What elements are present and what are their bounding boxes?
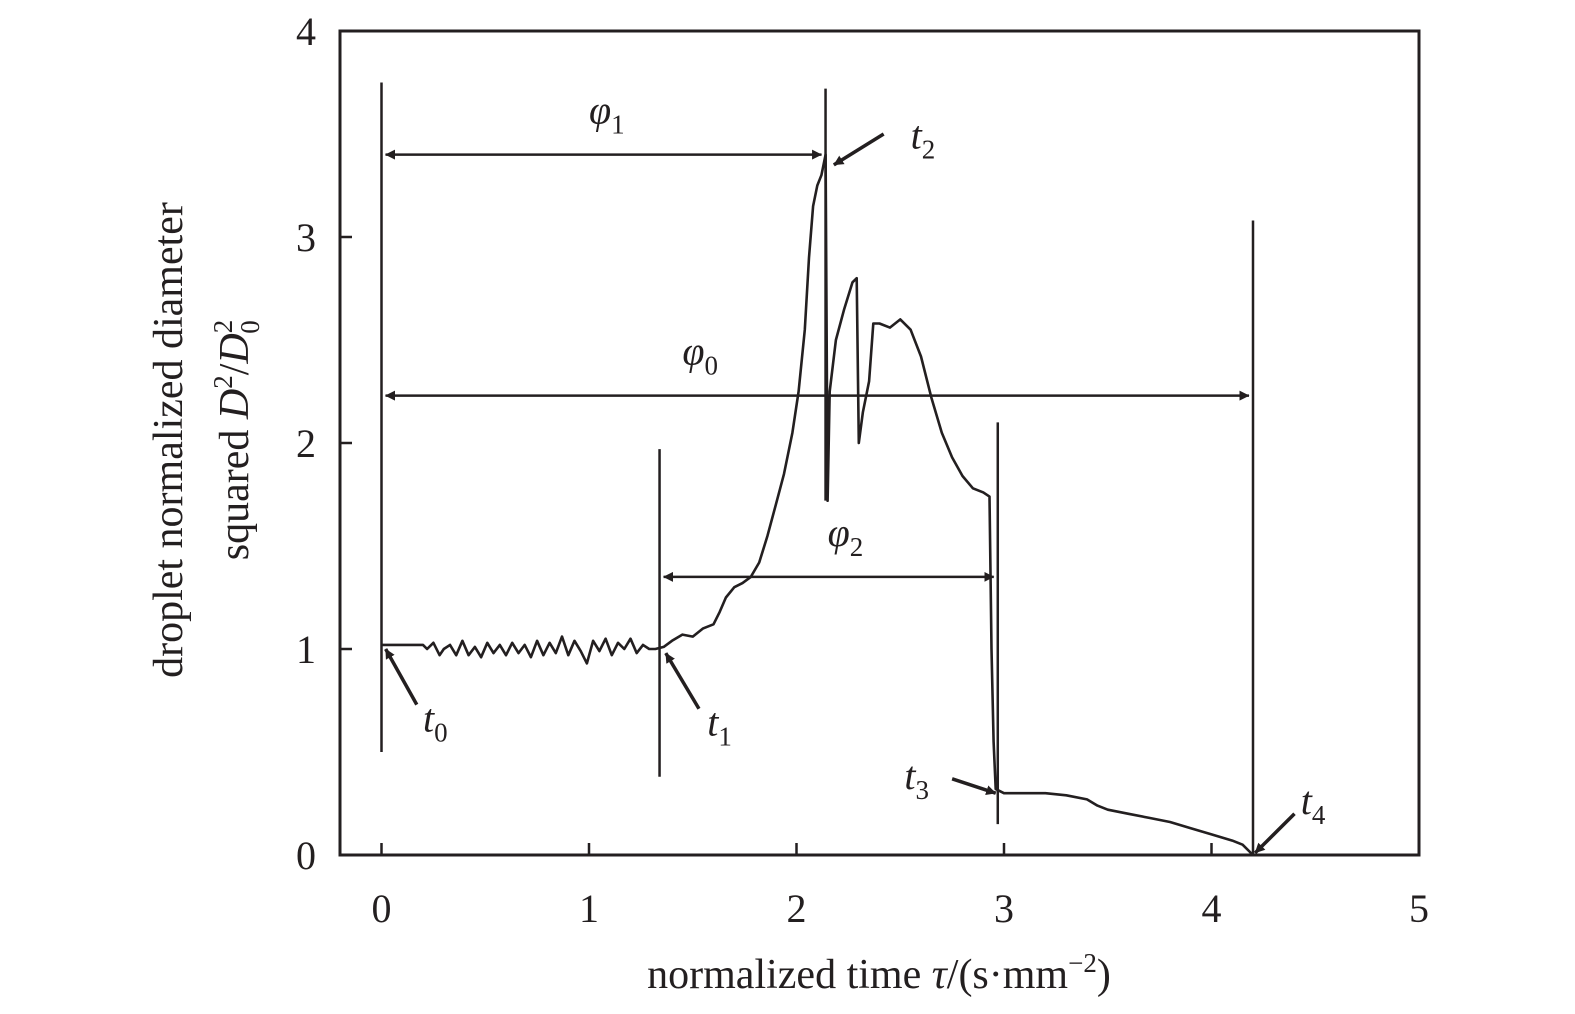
vertical-markers	[380, 82, 1255, 855]
point-label: t2	[911, 112, 936, 164]
point-label: t0	[423, 695, 448, 747]
x-axis-label: normalized time τ/(s·mm−2)	[647, 948, 1111, 998]
x-tick-label: 2	[787, 886, 807, 931]
y-tick-label: 0	[296, 833, 316, 878]
series-line	[381, 153, 1254, 856]
interval-subscript: 1	[611, 110, 625, 140]
point-symbol: t	[911, 112, 923, 157]
point-label: t3	[904, 753, 929, 805]
interval-symbol: φ	[828, 510, 850, 555]
point-arrow	[384, 648, 419, 706]
point-label: t1	[707, 700, 732, 752]
interval-label: φ0	[682, 329, 718, 381]
point-arrow	[832, 132, 885, 167]
point-arrow	[1253, 812, 1296, 855]
y-axis: 0 1 2 3 4	[296, 9, 352, 878]
x-tick-label: 3	[994, 886, 1014, 931]
y-tick-label: 1	[296, 627, 316, 672]
y-axis-label-sub0: 0	[235, 320, 265, 334]
interval-symbol: φ	[589, 88, 611, 133]
x-axis-label-unit-open: /(s·mm	[947, 952, 1069, 998]
x-tick-label: 1	[579, 886, 599, 931]
point-label: t4	[1301, 778, 1326, 830]
interval-subscript: 0	[705, 351, 719, 381]
x-axis-label-unit-exp: −2	[1068, 948, 1097, 978]
y-axis-label-prefix: squared	[212, 419, 258, 560]
x-tick-label: 4	[1202, 886, 1222, 931]
y-axis-label-line1: droplet normalized diameter	[146, 202, 192, 678]
x-tick-label: 5	[1409, 886, 1429, 931]
point-arrow	[664, 652, 701, 710]
interval-subscript: 2	[850, 532, 864, 562]
y-axis-label-slash: /	[212, 363, 258, 375]
x-axis-label-symbol: τ	[932, 952, 949, 998]
point-symbol: t	[707, 700, 719, 745]
x-axis-label-text: normalized time	[647, 952, 932, 998]
x-axis: 0 1 2 3 4 5	[372, 843, 1429, 931]
y-tick-label: 4	[296, 9, 316, 54]
point-symbol: t	[1301, 778, 1313, 823]
interval-label: φ1	[589, 88, 625, 140]
point-subscript: 1	[718, 722, 732, 752]
y-tick-label: 3	[296, 215, 316, 260]
point-subscript: 0	[434, 717, 448, 747]
y-axis-label-sq0: 2	[208, 320, 238, 334]
y-axis-label-D: D	[212, 389, 258, 420]
interval-label: φ2	[828, 510, 864, 562]
y-axis-label-sq: 2	[208, 375, 238, 389]
y-axis-label-D0: D	[212, 333, 258, 364]
point-subscript: 2	[922, 134, 936, 164]
point-symbol: t	[904, 753, 916, 798]
x-axis-label-unit-close: )	[1097, 952, 1111, 998]
interval-symbol: φ	[682, 329, 704, 374]
x-tick-label: 0	[372, 886, 392, 931]
point-symbol: t	[423, 695, 435, 740]
point-arrow	[951, 777, 997, 795]
y-tick-label: 2	[296, 421, 316, 466]
y-axis-label-line2: squared D2/D20	[208, 320, 265, 560]
point-subscript: 3	[916, 775, 930, 805]
point-subscript: 4	[1312, 800, 1326, 830]
